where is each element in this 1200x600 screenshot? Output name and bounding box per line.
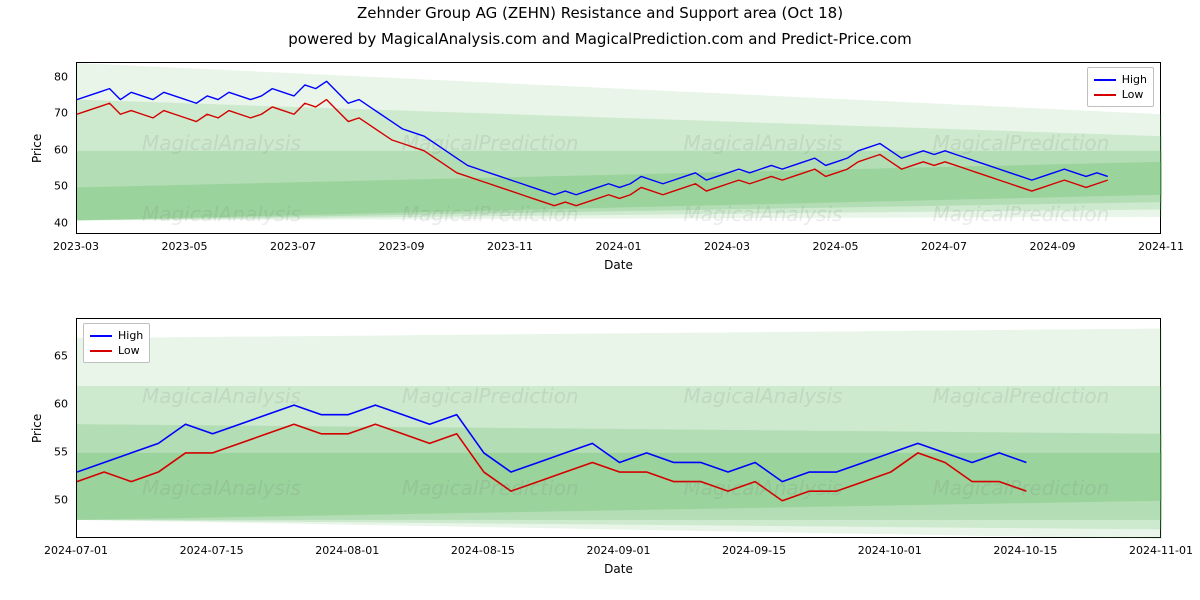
bottom-chart-legend: High Low [83,323,150,363]
legend-row-high: High [90,328,143,343]
legend-row-high: High [1094,72,1147,87]
x-tick-label: 2024-08-01 [315,544,379,557]
x-tick-label: 2024-07-15 [180,544,244,557]
legend-label-low: Low [118,344,140,357]
x-tick-label: 2023-07 [270,240,316,253]
y-tick-label: 65 [38,350,68,363]
y-tick-label: 50 [38,180,68,193]
bottom-chart-svg [77,319,1162,539]
y-tick-label: 55 [38,445,68,458]
bottom-chart-x-axis-label: Date [76,562,1161,576]
y-tick-label: 40 [38,217,68,230]
legend-row-low: Low [90,343,143,358]
legend-label-low: Low [1122,88,1144,101]
x-tick-label: 2023-03 [53,240,99,253]
y-tick-label: 50 [38,493,68,506]
x-tick-label: 2024-09 [1030,240,1076,253]
y-tick-label: 60 [38,398,68,411]
top-chart-svg [77,63,1162,235]
x-tick-label: 2024-09-15 [722,544,786,557]
x-tick-label: 2024-10-01 [858,544,922,557]
x-tick-label: 2024-09-01 [587,544,651,557]
page-title: Zehnder Group AG (ZEHN) Resistance and S… [0,4,1200,22]
x-tick-label: 2024-11 [1138,240,1184,253]
x-tick-label: 2024-05 [813,240,859,253]
top-chart-plot-area: MagicalAnalysis MagicalPrediction Magica… [76,62,1161,234]
x-tick-label: 2023-09 [379,240,425,253]
legend-label-high: High [1122,73,1147,86]
y-tick-label: 80 [38,70,68,83]
legend-swatch-high [90,335,112,337]
x-tick-label: 2024-11-01 [1129,544,1193,557]
bottom-chart-plot-area: MagicalAnalysis MagicalPrediction Magica… [76,318,1161,538]
top-chart-y-axis-label: Price [30,134,44,163]
x-tick-label: 2024-08-15 [451,544,515,557]
legend-label-high: High [118,329,143,342]
x-tick-label: 2023-11 [487,240,533,253]
y-tick-label: 70 [38,107,68,120]
x-tick-label: 2024-03 [704,240,750,253]
legend-swatch-high [1094,79,1116,81]
chart-page: Zehnder Group AG (ZEHN) Resistance and S… [0,0,1200,600]
top-chart-legend: High Low [1087,67,1154,107]
x-tick-label: 2024-01 [596,240,642,253]
x-tick-label: 2024-07-01 [44,544,108,557]
legend-row-low: Low [1094,87,1147,102]
x-tick-label: 2024-07 [921,240,967,253]
bottom-chart-y-axis-label: Price [30,414,44,443]
top-chart-x-axis-label: Date [76,258,1161,272]
x-tick-label: 2023-05 [162,240,208,253]
page-subtitle: powered by MagicalAnalysis.com and Magic… [0,30,1200,48]
x-tick-label: 2024-10-15 [993,544,1057,557]
legend-swatch-low [90,350,112,352]
legend-swatch-low [1094,94,1116,96]
